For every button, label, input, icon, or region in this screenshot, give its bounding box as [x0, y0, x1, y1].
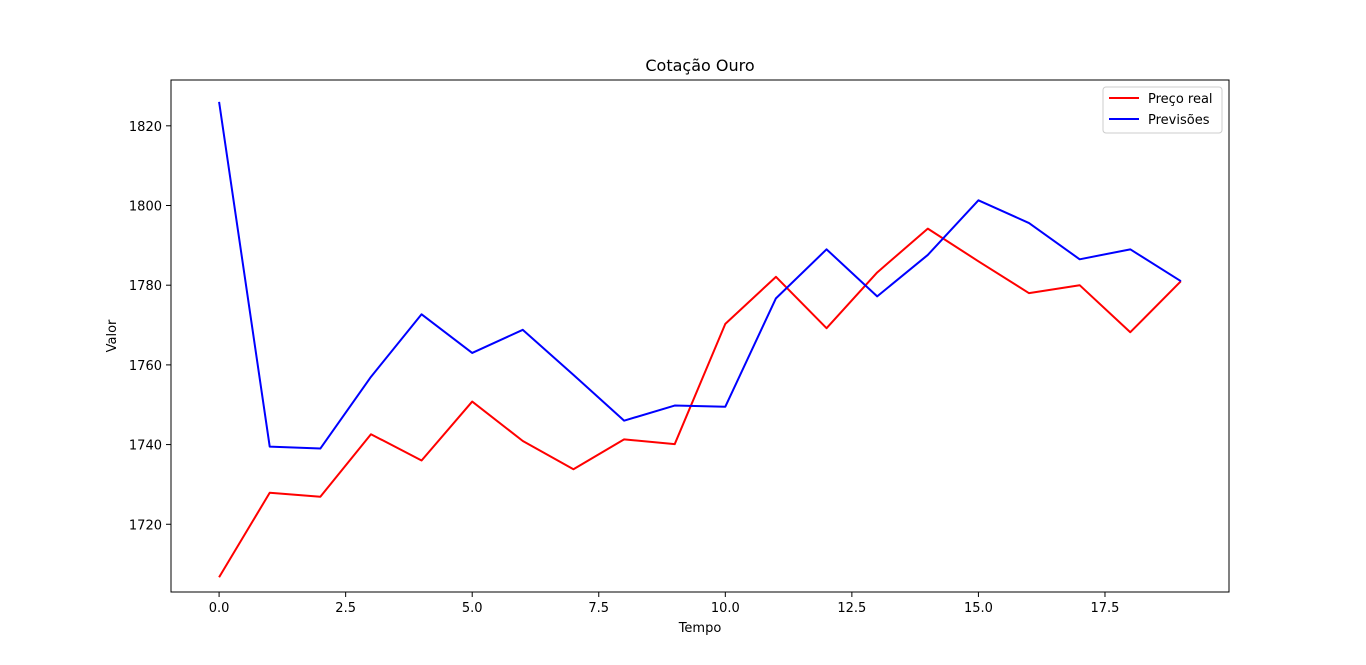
x-tick-label: 12.5	[837, 601, 866, 616]
x-tick-label: 7.5	[588, 601, 609, 616]
axes-frame	[170, 79, 1230, 593]
x-tick-label: 15.0	[964, 601, 993, 616]
y-tick-label: 1760	[129, 359, 162, 374]
legend-label: Previsões	[1148, 113, 1210, 128]
y-tick-label: 1720	[129, 518, 162, 533]
x-tick-label: 2.5	[335, 601, 356, 616]
y-axis: 1720 1740 1760 1780 1800 1820	[129, 120, 171, 533]
x-tick-label: 10.0	[711, 601, 740, 616]
x-axis: 0.0 2.5 5.0 7.5 10.0 12.5 15.0 17.5	[209, 592, 1119, 616]
legend: Preço real Previsões	[1102, 86, 1223, 134]
x-tick-label: 5.0	[462, 601, 483, 616]
x-tick-label: 0.0	[209, 601, 230, 616]
y-tick-label: 1780	[129, 279, 162, 294]
plot-area	[170, 79, 1230, 593]
series-line-2	[218, 101, 1182, 450]
x-tick-label: 17.5	[1090, 601, 1119, 616]
y-tick-label: 1820	[129, 120, 162, 135]
legend-label: Preço real	[1148, 92, 1213, 107]
series-line-1	[218, 227, 1182, 578]
y-tick-label: 1740	[129, 439, 162, 454]
chart-title: Cotação Ouro	[645, 56, 754, 75]
y-tick-label: 1800	[129, 200, 162, 215]
y-axis-label: Valor	[105, 319, 120, 352]
x-axis-label: Tempo	[678, 621, 722, 636]
